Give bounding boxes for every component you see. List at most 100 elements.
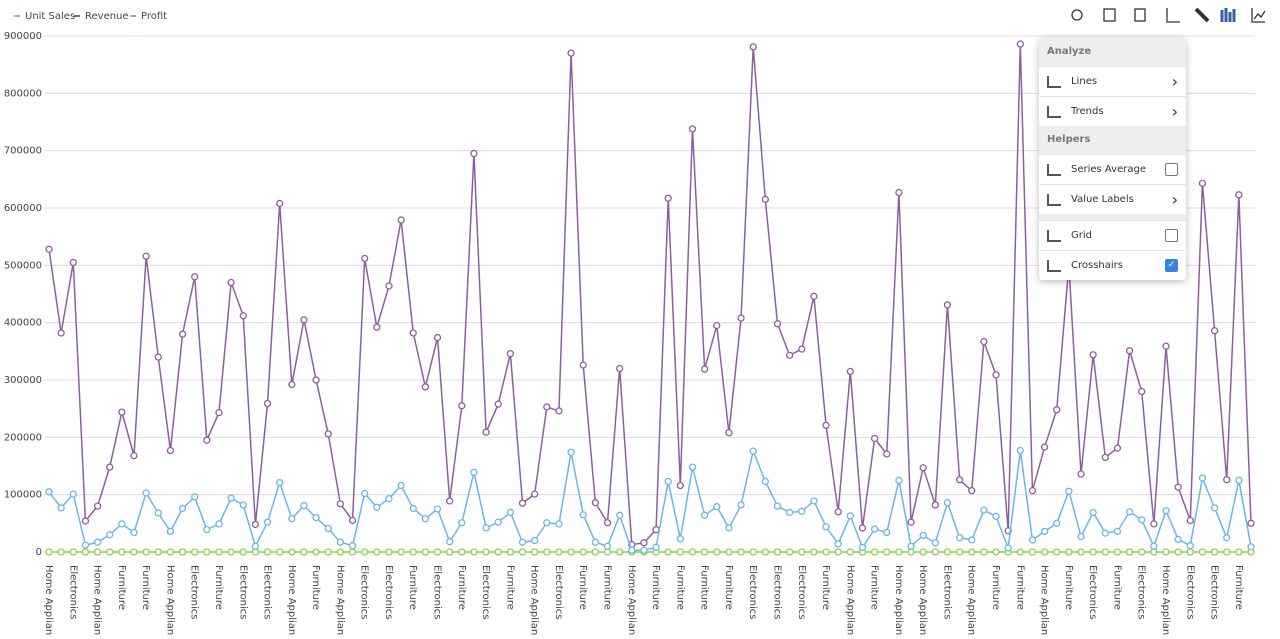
data-point bbox=[870, 525, 879, 533]
data-point bbox=[81, 541, 90, 549]
data-point bbox=[955, 476, 964, 484]
data-point bbox=[1174, 483, 1182, 491]
data-point bbox=[1089, 351, 1097, 359]
data-point bbox=[142, 489, 150, 497]
data-point bbox=[433, 505, 442, 513]
data-point bbox=[81, 548, 90, 556]
y-tick-label: 700000 bbox=[4, 146, 42, 157]
data-point bbox=[166, 446, 175, 455]
data-point bbox=[45, 245, 53, 253]
data-point bbox=[57, 504, 65, 512]
data-point bbox=[482, 524, 490, 532]
data-point bbox=[494, 548, 502, 556]
data-point bbox=[446, 538, 454, 546]
data-point bbox=[810, 497, 818, 505]
data-point bbox=[591, 499, 600, 507]
section-header: Helpers bbox=[1039, 126, 1186, 154]
series-icon[interactable] bbox=[1220, 8, 1236, 22]
series-line bbox=[48, 44, 1252, 546]
data-point bbox=[506, 349, 515, 358]
zoom-icon[interactable] bbox=[1071, 9, 1083, 21]
data-point bbox=[652, 543, 660, 552]
data-point bbox=[361, 548, 369, 556]
data-point bbox=[1235, 476, 1243, 484]
item-icon bbox=[1047, 163, 1061, 176]
data-point bbox=[980, 548, 988, 556]
data-point bbox=[251, 542, 260, 550]
axis-icon[interactable] bbox=[1166, 8, 1180, 23]
data-point bbox=[749, 43, 757, 51]
data-point bbox=[1028, 536, 1037, 544]
x-tick-label: Furniture bbox=[1111, 565, 1122, 610]
data-point bbox=[858, 543, 867, 552]
data-point bbox=[1247, 519, 1255, 527]
x-tick-label: Electronics bbox=[1087, 565, 1098, 620]
data-point bbox=[761, 548, 769, 556]
data-point bbox=[1016, 40, 1024, 48]
data-point bbox=[555, 520, 563, 528]
data-point bbox=[178, 548, 187, 556]
data-point bbox=[555, 407, 563, 415]
data-point bbox=[1053, 406, 1061, 414]
analyze-icon[interactable] bbox=[1103, 8, 1116, 22]
menu-item[interactable]: Lines › bbox=[1039, 66, 1186, 96]
data-point bbox=[761, 477, 769, 486]
data-point bbox=[992, 512, 1000, 521]
data-point bbox=[433, 548, 442, 556]
data-point bbox=[81, 517, 90, 525]
data-point bbox=[834, 548, 842, 556]
data-point bbox=[834, 540, 842, 548]
data-point bbox=[215, 520, 223, 528]
x-tick-label: Furniture bbox=[504, 565, 515, 610]
data-point bbox=[543, 548, 551, 556]
data-point bbox=[482, 548, 490, 556]
data-point bbox=[907, 518, 915, 526]
copy-icon[interactable] bbox=[1134, 8, 1146, 22]
data-point bbox=[1186, 542, 1194, 550]
data-point bbox=[980, 337, 988, 346]
data-point bbox=[191, 548, 199, 556]
data-point bbox=[1210, 548, 1219, 556]
x-tick-label: Home Appliances bbox=[43, 565, 54, 635]
analyze-menu: Analyze Lines › Trends › Helpers Series Averag… bbox=[1039, 38, 1186, 280]
x-tick-label: Electronics bbox=[771, 565, 782, 620]
data-point bbox=[203, 525, 211, 534]
x-tick-label: Home Appliances bbox=[626, 565, 637, 635]
data-point bbox=[336, 548, 345, 556]
data-point bbox=[955, 548, 964, 556]
data-point bbox=[1198, 179, 1207, 187]
x-tick-label: Furniture bbox=[990, 565, 1001, 610]
data-point bbox=[142, 548, 150, 556]
data-point bbox=[1101, 453, 1109, 462]
data-point bbox=[1186, 548, 1194, 556]
data-point bbox=[506, 548, 515, 556]
menu-item[interactable]: Series Average bbox=[1039, 154, 1186, 184]
chart-type-icon[interactable] bbox=[1251, 8, 1266, 23]
menu-item[interactable]: Trends › bbox=[1039, 96, 1186, 126]
data-point bbox=[421, 383, 430, 391]
data-point bbox=[215, 409, 223, 417]
item-icon bbox=[1047, 259, 1061, 272]
data-point bbox=[1223, 476, 1231, 484]
menu-item[interactable]: Crosshairs ✓ bbox=[1039, 250, 1186, 280]
tools-icon[interactable] bbox=[1194, 7, 1210, 23]
data-point bbox=[943, 548, 952, 556]
data-point bbox=[312, 376, 320, 384]
data-point bbox=[251, 520, 260, 529]
y-tick-label: 200000 bbox=[4, 432, 42, 443]
x-tick-label: Home Appliances bbox=[917, 565, 928, 635]
data-point bbox=[1198, 474, 1207, 482]
data-point bbox=[1162, 548, 1170, 556]
data-point bbox=[968, 548, 976, 556]
data-point bbox=[725, 524, 733, 532]
data-point bbox=[1077, 470, 1085, 478]
data-point bbox=[870, 434, 879, 443]
data-point bbox=[1089, 548, 1097, 556]
data-point bbox=[154, 353, 162, 361]
menu-item[interactable]: Grid bbox=[1039, 220, 1186, 250]
data-point bbox=[1028, 548, 1037, 556]
menu-item[interactable]: Value Labels › bbox=[1039, 184, 1186, 214]
data-point bbox=[1162, 342, 1170, 350]
data-point bbox=[591, 538, 600, 546]
